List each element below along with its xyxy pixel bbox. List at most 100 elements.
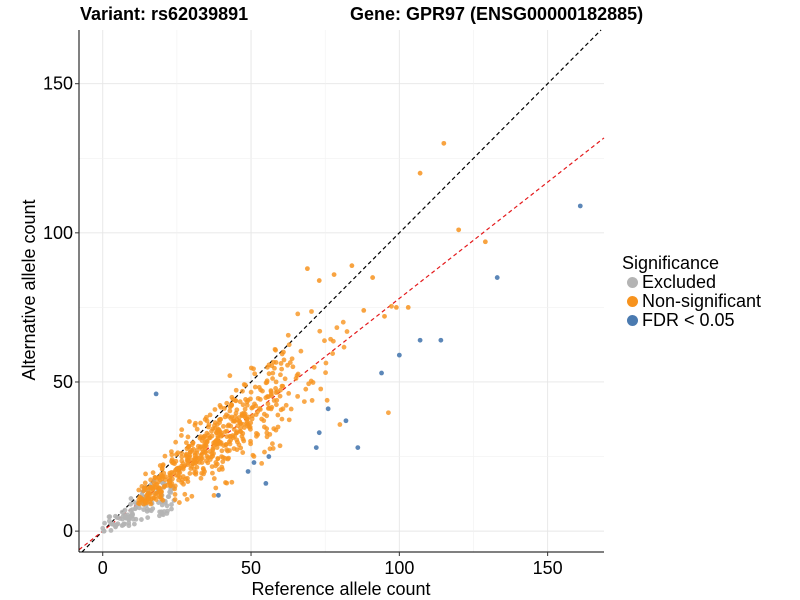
point-nonsignificant <box>223 442 229 447</box>
point-nonsignificant <box>263 395 269 401</box>
point-nonsignificant <box>282 376 288 382</box>
point-nonsignificant <box>270 441 275 447</box>
point-nonsignificant <box>349 263 355 269</box>
point-nonsignificant <box>295 371 301 377</box>
point-nonsignificant <box>330 351 336 356</box>
point-nonsignificant <box>209 428 214 434</box>
point-excluded <box>165 494 171 500</box>
point-nonsignificant <box>150 484 156 490</box>
point-fdr <box>417 337 423 343</box>
legend-dot-fdr <box>627 315 638 326</box>
point-nonsignificant <box>323 370 328 376</box>
point-nonsignificant <box>322 338 327 344</box>
point-nonsignificant <box>186 444 192 449</box>
legend: Significance Excluded Non-significant FD… <box>622 253 761 330</box>
point-excluded <box>130 516 136 522</box>
point-nonsignificant <box>277 393 283 399</box>
point-nonsignificant <box>202 416 208 422</box>
point-excluded <box>145 515 151 521</box>
point-nonsignificant <box>207 449 213 454</box>
point-nonsignificant <box>187 419 192 424</box>
reference-line-fit <box>78 137 605 551</box>
point-nonsignificant <box>190 440 196 446</box>
point-nonsignificant <box>240 421 246 427</box>
point-nonsignificant <box>172 497 178 502</box>
point-nonsignificant <box>264 379 270 385</box>
point-excluded <box>168 489 174 495</box>
point-nonsignificant <box>218 441 223 447</box>
point-nonsignificant <box>370 275 376 280</box>
point-nonsignificant <box>482 239 488 245</box>
point-nonsignificant <box>142 480 148 486</box>
point-nonsignificant <box>270 370 276 376</box>
point-nonsignificant <box>417 170 423 176</box>
point-nonsignificant <box>295 311 301 317</box>
point-nonsignificant <box>361 307 367 313</box>
point-nonsignificant <box>136 487 142 493</box>
point-nonsignificant <box>213 463 219 469</box>
point-excluded <box>100 525 106 531</box>
point-nonsignificant <box>268 388 274 393</box>
point-fdr <box>216 492 221 498</box>
point-nonsignificant <box>183 451 189 457</box>
y-tick-label: 0 <box>63 521 73 541</box>
point-nonsignificant <box>331 272 337 277</box>
point-nonsignificant <box>269 404 275 410</box>
point-nonsignificant <box>185 460 191 466</box>
point-fdr <box>325 406 331 412</box>
point-fdr <box>379 370 384 376</box>
point-nonsignificant <box>285 362 290 368</box>
point-excluded <box>108 528 114 533</box>
point-nonsignificant <box>340 319 346 325</box>
point-nonsignificant <box>278 361 284 366</box>
point-nonsignificant <box>252 384 258 390</box>
point-nonsignificant <box>210 470 215 476</box>
point-nonsignificant <box>382 313 387 319</box>
point-nonsignificant <box>265 401 271 407</box>
point-nonsignificant <box>207 457 213 462</box>
x-axis-label: Reference allele count <box>251 579 430 599</box>
point-nonsignificant <box>264 434 270 440</box>
point-nonsignificant <box>226 455 231 461</box>
point-nonsignificant <box>155 479 161 485</box>
point-excluded <box>169 502 174 507</box>
point-nonsignificant <box>285 332 291 338</box>
y-tick-label: 50 <box>53 372 73 392</box>
point-nonsignificant <box>193 471 199 477</box>
y-tick-label: 100 <box>43 223 73 243</box>
point-nonsignificant <box>289 356 295 362</box>
point-nonsignificant <box>235 439 240 445</box>
point-nonsignificant <box>281 349 286 355</box>
point-nonsignificant <box>286 342 292 348</box>
legend-item-fdr: FDR < 0.05 <box>622 311 761 330</box>
legend-dot-nonsignificant <box>627 296 638 307</box>
point-nonsignificant <box>148 477 154 483</box>
point-nonsignificant <box>341 344 347 350</box>
point-nonsignificant <box>258 387 264 393</box>
point-nonsignificant <box>168 483 174 488</box>
point-nonsignificant <box>219 448 225 454</box>
point-nonsignificant <box>254 433 259 439</box>
point-excluded <box>128 501 134 507</box>
y-axis-label: Alternative allele count <box>19 199 39 380</box>
point-nonsignificant <box>187 449 193 455</box>
point-nonsignificant <box>157 489 163 495</box>
point-nonsignificant <box>157 486 162 492</box>
point-nonsignificant <box>203 442 208 448</box>
legend-item-excluded: Excluded <box>622 273 761 292</box>
point-nonsignificant <box>293 375 299 381</box>
point-nonsignificant <box>328 336 334 342</box>
point-nonsignificant <box>318 386 324 392</box>
point-nonsignificant <box>228 416 234 421</box>
point-fdr <box>245 469 251 474</box>
legend-dot-excluded <box>627 277 638 288</box>
point-nonsignificant <box>159 466 165 471</box>
point-fdr <box>266 454 272 459</box>
point-nonsignificant <box>172 486 178 492</box>
point-nonsignificant <box>211 440 217 446</box>
point-nonsignificant <box>222 414 228 420</box>
point-nonsignificant <box>265 364 270 370</box>
point-nonsignificant <box>240 450 246 455</box>
point-nonsignificant <box>271 359 276 365</box>
point-nonsignificant <box>157 494 162 500</box>
